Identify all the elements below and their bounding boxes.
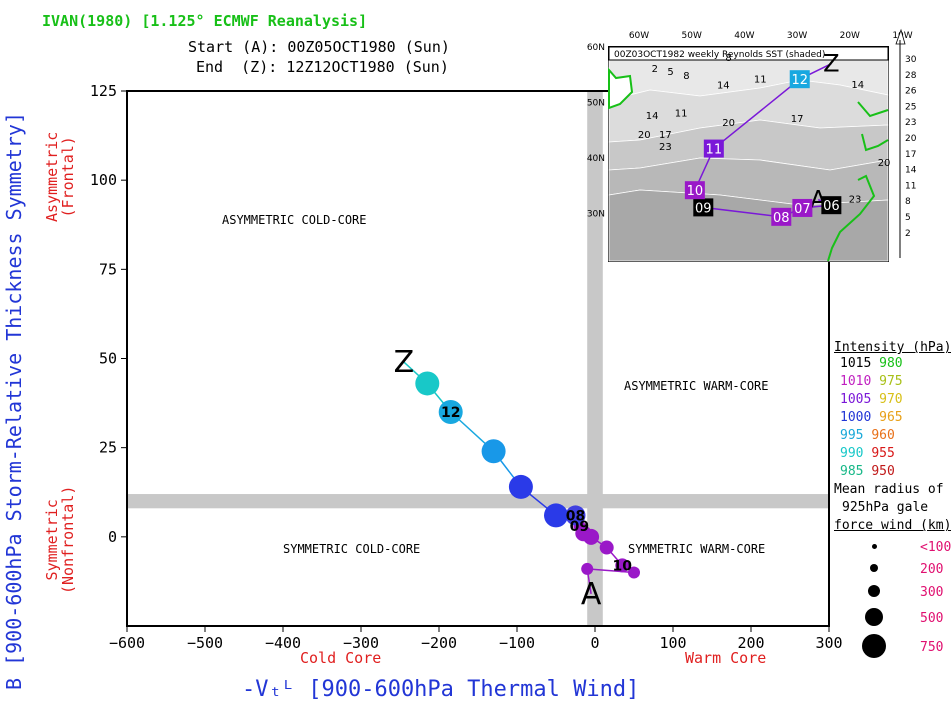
- radius-legend-row: 200: [834, 557, 951, 579]
- y-tick-label: 0: [108, 528, 117, 546]
- radius-dot: [868, 585, 880, 597]
- zero-y-band: [127, 494, 829, 509]
- intensity-value-left: 995: [840, 428, 864, 443]
- point-label: A: [581, 577, 602, 612]
- x-tick-label: −200: [421, 634, 457, 652]
- intensity-legend-spacer: [871, 356, 879, 371]
- end-label: End (Z): 12Z12OCT1980 (Sun): [196, 58, 449, 76]
- y-tick-label: 125: [90, 82, 117, 100]
- point-label: 10: [613, 558, 633, 574]
- data-point: [438, 400, 463, 424]
- y-tick-label: 50: [99, 350, 117, 368]
- radius-legend-row: 750: [834, 631, 951, 661]
- intensity-value-left: 990: [840, 446, 864, 461]
- intensity-legend: Intensity (hPa): 1015 980 1010 975 1005 97…: [834, 340, 951, 661]
- intensity-value-right: 980: [879, 356, 903, 371]
- intensity-value-left: 1000: [840, 410, 872, 425]
- intensity-value-right: 965: [879, 410, 903, 425]
- y-tick-label: 75: [99, 260, 117, 278]
- x-tick-label: 200: [737, 634, 764, 652]
- radius-legend-title-2: 925hPa gale: [842, 500, 929, 515]
- radius-legend-row: 300: [834, 579, 951, 603]
- intensity-value-left: 1015: [840, 356, 872, 371]
- data-point: [544, 503, 568, 528]
- data-point: [508, 474, 533, 499]
- quadrant-label-asymmetric-warm: ASYMMETRIC WARM-CORE: [624, 379, 769, 393]
- radius-legend-row: <100: [834, 535, 951, 557]
- radius-dot: [870, 564, 878, 572]
- y-tick-label: 100: [90, 171, 117, 189]
- x-tick-label: −500: [187, 634, 223, 652]
- x-tick-label: 300: [815, 634, 842, 652]
- radius-dot: [871, 543, 877, 549]
- intensity-value-right: 950: [871, 464, 895, 479]
- intensity-legend-row: 1010 975: [840, 373, 951, 391]
- data-point: [615, 558, 630, 573]
- intensity-value-right: 970: [879, 392, 903, 407]
- radius-legend-row: 500: [834, 603, 951, 631]
- radius-legend-title-1: Mean radius of: [834, 482, 944, 497]
- data-point: [599, 540, 614, 555]
- intensity-legend-row: 995 960: [840, 427, 951, 445]
- x-axis-cold-core-label: Cold Core: [300, 649, 382, 667]
- x-tick-label: −400: [265, 634, 301, 652]
- point-label: 08: [566, 508, 585, 524]
- radius-legend-rows: <100 200 300 500 750: [834, 535, 951, 661]
- trajectory-segment: [587, 568, 635, 574]
- x-axis-warm-core-label: Warm Core: [685, 649, 767, 667]
- x-tick-label: −100: [499, 634, 535, 652]
- data-point: [415, 371, 440, 396]
- point-label: 12: [441, 405, 460, 421]
- point-label: 09: [570, 519, 589, 535]
- intensity-legend-spacer: [871, 392, 879, 407]
- intensity-value-left: 1010: [840, 374, 872, 389]
- intensity-legend-row: 990 955: [840, 445, 951, 463]
- x-axis-title: -Vₜᴸ [900-600hPa Thermal Wind]: [242, 677, 640, 702]
- quadrant-label-asymmetric-cold: ASYMMETRIC COLD-CORE: [222, 213, 367, 227]
- radius-dot: [862, 634, 886, 658]
- intensity-legend-rows: 1015 980 1010 975 1005 970 1000 965 995 960 9…: [834, 355, 951, 481]
- intensity-value-left: 1005: [840, 392, 872, 407]
- point-label: Z: [394, 345, 415, 380]
- data-point: [581, 562, 594, 575]
- intensity-value-right: 975: [879, 374, 903, 389]
- x-tick-label: 0: [590, 634, 599, 652]
- data-point: [628, 566, 640, 579]
- radius-label: <100: [920, 539, 951, 555]
- radius-label: 750: [920, 639, 944, 655]
- intensity-legend-spacer: [871, 374, 879, 389]
- data-point: [565, 505, 586, 526]
- x-tick-label: −600: [109, 634, 145, 652]
- intensity-legend-row: 1015 980: [840, 355, 951, 373]
- x-tick-label: 100: [659, 634, 686, 652]
- intensity-legend-row: 1005 970: [840, 391, 951, 409]
- intensity-legend-spacer: [871, 410, 879, 425]
- quadrant-label-symmetric-warm: SYMMETRIC WARM-CORE: [628, 542, 766, 556]
- intensity-legend-title: Intensity (hPa):: [834, 340, 951, 355]
- data-point: [481, 439, 506, 464]
- intensity-legend-row: 1000 965: [840, 409, 951, 427]
- start-label: Start (A): 00Z05OCT1980 (Sun): [188, 38, 450, 56]
- chart-title: IVAN(1980) [1.125° ECMWF Reanalysis]: [42, 12, 368, 30]
- intensity-legend-row: 985 950: [840, 463, 951, 481]
- radius-label: 200: [920, 561, 944, 577]
- radius-legend-title-3: force wind (km):: [834, 518, 951, 533]
- intensity-value-right: 955: [871, 446, 895, 461]
- radius-label: 300: [920, 584, 944, 600]
- quadrant-label-symmetric-cold: SYMMETRIC COLD-CORE: [283, 542, 421, 556]
- radius-dot: [865, 608, 883, 626]
- intensity-value-left: 985: [840, 464, 864, 479]
- y-tick-label: 25: [99, 439, 117, 457]
- intensity-value-right: 960: [871, 428, 895, 443]
- zero-x-band: [587, 91, 603, 626]
- radius-label: 500: [920, 610, 944, 626]
- x-tick-label: −300: [343, 634, 379, 652]
